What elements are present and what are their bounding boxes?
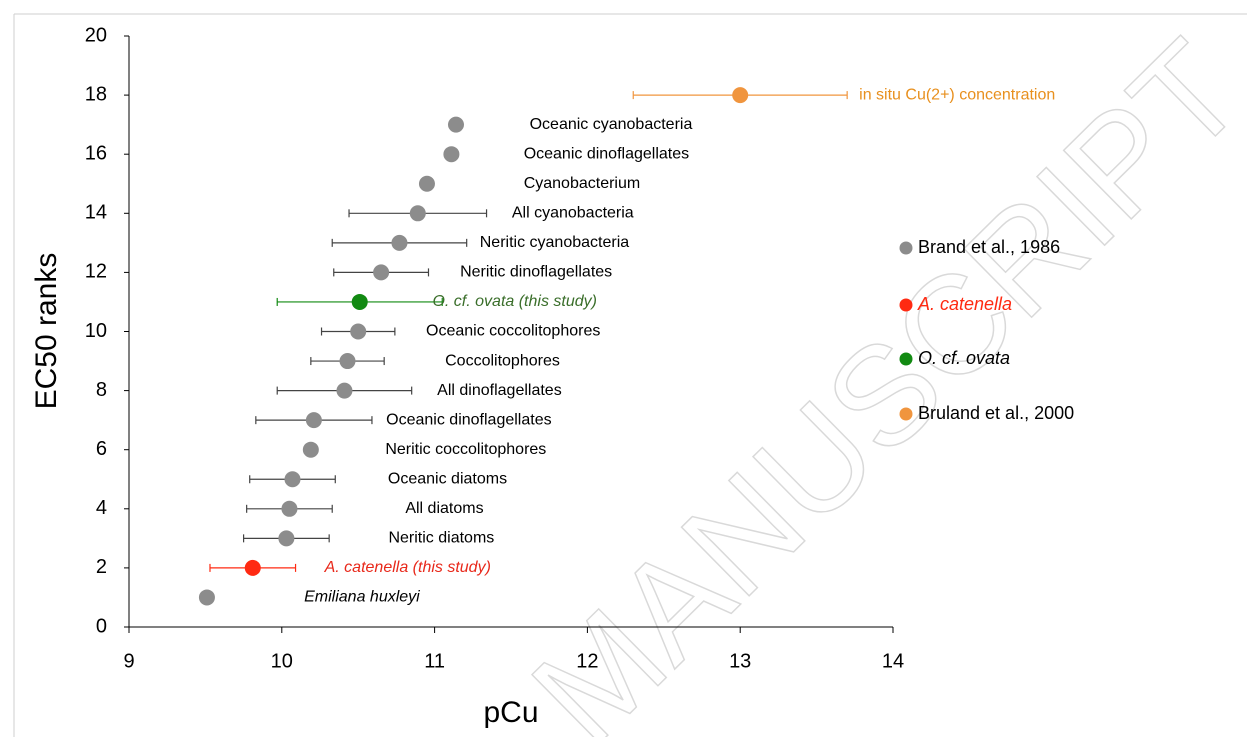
legend-label: Bruland et al., 2000: [918, 403, 1074, 423]
point: [284, 471, 301, 488]
y-tick-label: 14: [85, 202, 107, 224]
point-label: Neritic diatoms: [388, 530, 494, 547]
point: [418, 175, 435, 192]
point-label: Neritic coccolitophores: [385, 441, 546, 458]
point: [409, 205, 426, 222]
point-label: All cyanobacteria: [512, 205, 634, 222]
y-tick-label: 6: [96, 438, 107, 460]
x-tick-label: 9: [123, 650, 134, 672]
legend-marker: [899, 352, 913, 366]
point-label: Oceanic diatoms: [388, 470, 507, 487]
x-tick-label: 12: [576, 650, 598, 672]
point: [198, 589, 215, 606]
y-tick-label: 12: [85, 261, 107, 283]
point: [336, 382, 353, 399]
point-label: Oceanic dinoflagellates: [524, 145, 689, 162]
point: [732, 87, 749, 104]
y-tick-label: 20: [85, 24, 107, 46]
legend-marker: [899, 407, 913, 421]
legend-marker: [899, 298, 913, 312]
point: [350, 323, 367, 340]
point-label: All dinoflagellates: [437, 382, 562, 399]
point: [447, 116, 464, 133]
point: [373, 264, 390, 281]
point: [339, 353, 356, 370]
point-label: Emiliana huxleyi: [304, 589, 420, 606]
point: [302, 441, 319, 458]
point-label: O. cf. ovata (this study): [432, 293, 597, 310]
point: [278, 530, 295, 547]
legend-label: O. cf. ovata: [918, 348, 1010, 368]
legend-label: A. catenella: [917, 294, 1012, 314]
point-label: Oceanic cyanobacteria: [530, 116, 693, 133]
point: [305, 412, 322, 429]
point-label: Neritic dinoflagellates: [460, 264, 612, 281]
point-label: in situ Cu(2+) concentration: [859, 86, 1055, 103]
point-label: Oceanic dinoflagellates: [386, 411, 551, 428]
y-tick-label: 4: [96, 497, 107, 519]
point-label: Oceanic coccolitophores: [426, 323, 600, 340]
y-tick-label: 2: [96, 556, 107, 578]
point-label: Coccolitophores: [445, 352, 560, 369]
y-tick-label: 8: [96, 379, 107, 401]
point: [281, 500, 298, 517]
point-label: Cyanobacterium: [524, 175, 641, 192]
point: [443, 146, 460, 163]
legend-marker: [899, 241, 913, 255]
point-label: Neritic cyanobacteria: [480, 234, 630, 251]
x-tick-label: 11: [424, 650, 445, 672]
y-axis-title: EC50 ranks: [30, 253, 63, 410]
x-tick-label: 13: [729, 650, 751, 672]
y-tick-label: 0: [96, 615, 107, 637]
point-label: A. catenella (this study): [324, 559, 491, 576]
y-tick-label: 16: [85, 142, 107, 164]
y-tick-label: 18: [85, 83, 107, 105]
x-axis-title: pCu: [483, 696, 538, 729]
x-tick-label: 10: [271, 650, 293, 672]
y-tick-label: 10: [85, 320, 107, 342]
legend-label: Brand et al., 1986: [918, 237, 1060, 257]
point: [351, 293, 368, 310]
point: [391, 234, 408, 251]
point-label: All diatoms: [405, 500, 483, 517]
point: [244, 559, 261, 576]
x-tick-label: 14: [882, 650, 904, 672]
